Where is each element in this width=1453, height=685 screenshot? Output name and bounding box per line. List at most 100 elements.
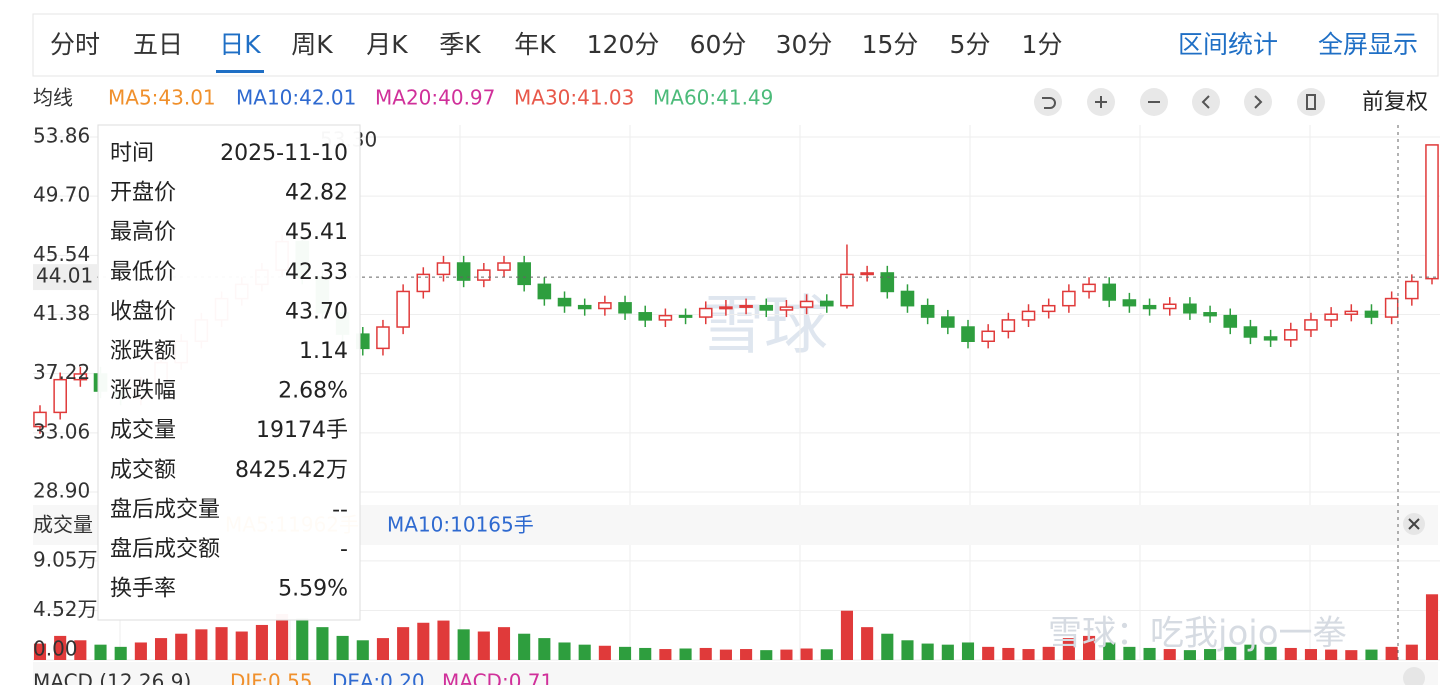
candle-body [396,290,410,328]
candle-body [1203,312,1217,317]
candle-body [1324,313,1338,321]
close-buttons[interactable] [1403,513,1425,685]
tooltip-label: 最高价 [110,220,176,245]
tab-bar [32,13,1439,77]
volume-tick-label: 9.05万 [33,547,98,571]
volume-bar [881,633,894,660]
y-tick-label: 37.22 [33,360,90,384]
candle-body [860,272,874,276]
candle-body [1142,304,1157,310]
tooltip-value: 45.41 [285,220,348,245]
volume-bar [618,646,632,660]
tooltip-label: 盘后成交额 [110,537,220,562]
volume-bar [820,649,833,660]
tab[interactable]: 年K [514,30,556,59]
tab[interactable]: 15分 [862,30,919,59]
tool[interactable]: 全屏显示 [1318,30,1418,59]
candle-body [33,411,47,428]
tooltip-value: 2025-11-10 [220,141,348,166]
volume-bar [1385,646,1398,660]
tab[interactable]: 月K [366,30,408,59]
volume-bar [840,610,854,660]
tab[interactable]: 周K [291,30,333,59]
candle-body [456,262,471,281]
candle-body [739,304,753,308]
volume-bar [921,643,934,660]
volume-bar [961,642,975,660]
tooltip-label: 成交量 [110,418,176,443]
tab[interactable]: 日K [219,30,261,59]
candle-body [53,378,67,414]
volume-bar [94,644,107,660]
volume-bar [538,638,551,660]
candle-body [577,304,592,310]
ma-legend: MA60:41.49 [653,86,773,110]
candle-body [1344,310,1359,315]
active-tab-underline [216,70,264,73]
volume-bar [760,650,773,660]
tooltip-label: 收盘价 [110,299,176,324]
volume-bar [1244,644,1257,660]
y-tick-label: 45.54 [33,242,90,266]
tab[interactable]: 60分 [690,30,747,59]
candle-body [517,262,531,286]
tab[interactable]: 5分 [950,30,991,59]
volume-bar [154,638,168,660]
tab[interactable]: 五日 [133,30,183,59]
volume-bar [376,638,390,660]
y-tick-label: 33.06 [33,419,90,443]
candle-body [618,302,632,314]
volume-bar [1143,647,1156,660]
candle-body [1001,319,1016,333]
tooltip-label: 换手率 [110,577,176,602]
volume-bar [356,640,369,660]
volume-bar [1183,650,1196,660]
volume-bar [215,627,228,660]
tooltip-value: 19174手 [256,418,348,443]
tab[interactable]: 季K [439,30,481,59]
volume-bar [497,627,511,660]
macd-legend: MACD (12,26,9) [33,670,191,685]
y-tick-label: 28.90 [33,479,90,503]
candle-body [598,302,612,310]
candle-body [436,262,451,276]
tab[interactable]: 30分 [776,30,833,59]
candle-body [719,306,733,310]
candle-body [73,373,88,381]
ma-legend: MA20:40.97 [375,86,495,110]
volume-bar [316,627,329,660]
volume-bar [33,643,47,660]
tooltip-value: 43.70 [285,299,348,324]
volume-bar [1284,647,1297,660]
candle-body [941,316,955,328]
current-price-label: 44.01 [36,264,93,288]
volume-bar [659,649,672,660]
tooltip-label: 盘后成交量 [110,497,220,522]
tooltip-value: - [340,537,348,562]
ma-label: 均线 [33,86,73,110]
tab[interactable]: 1分 [1022,30,1063,59]
volume-bar [901,640,914,660]
tab[interactable]: 120分 [587,30,660,59]
adjust[interactable]: 前复权 [1362,90,1428,115]
tab[interactable]: 分时 [50,30,100,59]
candle-body [1283,329,1298,341]
volume-bar [1062,638,1075,660]
candle-body [1263,336,1278,341]
candle-body [981,330,995,342]
candle-body [658,314,673,321]
candle-body [1102,283,1117,301]
tool[interactable]: 区间统计 [1178,30,1278,59]
volume-bar [1405,644,1418,660]
candle-body [416,273,431,293]
y-tick-label: 53.86 [33,123,90,147]
ma-legend: MA30:41.03 [514,86,634,110]
tooltip-value: 1.14 [299,339,348,364]
volume-bar [861,627,874,660]
candle-body [880,272,895,293]
volume-bar [457,629,470,660]
candle-body [477,269,491,281]
candle-body [1223,314,1238,328]
candle-body [497,262,511,271]
